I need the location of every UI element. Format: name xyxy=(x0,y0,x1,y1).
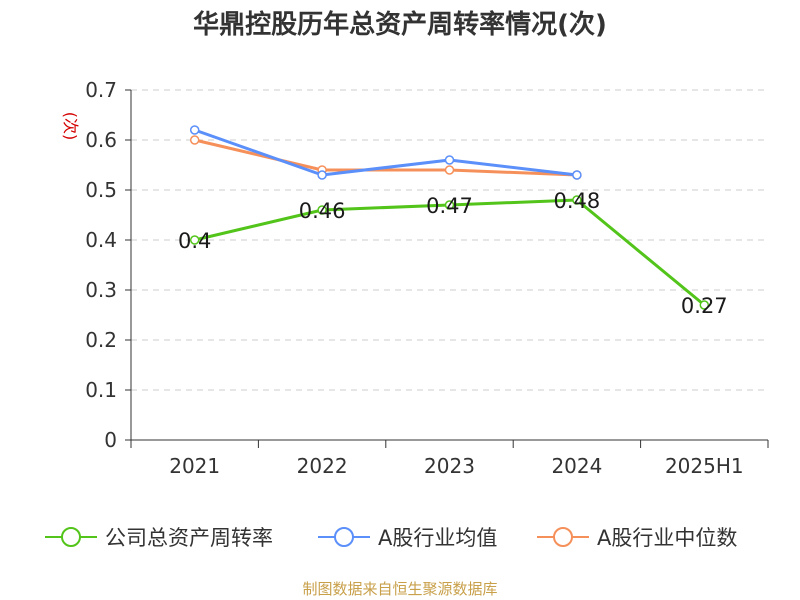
data-point xyxy=(699,300,710,310)
legend-marker xyxy=(61,527,81,547)
y-tick-label: 0 xyxy=(104,428,117,452)
source-note: 制图数据来自恒生聚源数据库 xyxy=(302,580,498,598)
data-label: 0.47 xyxy=(426,194,473,218)
y-tick-label: 0.7 xyxy=(85,78,117,102)
y-tick-label: 0.5 xyxy=(85,178,117,202)
data-point xyxy=(189,235,200,245)
y-tick-label: 0.2 xyxy=(85,328,117,352)
legend-marker xyxy=(334,527,354,547)
data-point xyxy=(317,170,327,180)
x-tick-label: 2023 xyxy=(424,454,475,478)
series-line xyxy=(194,128,578,177)
y-tick-label: 0.6 xyxy=(85,128,117,152)
chart-title: 华鼎控股历年总资产周转率情况(次) xyxy=(193,10,607,40)
data-label: 0.46 xyxy=(299,199,346,223)
y-tick-label: 0.1 xyxy=(85,378,117,402)
data-point xyxy=(189,125,200,135)
legend-label: 公司总资产周转率 xyxy=(105,526,273,550)
data-label: 0.48 xyxy=(554,189,601,213)
data-label: 0.4 xyxy=(178,229,211,253)
data-point xyxy=(444,155,455,165)
data-point xyxy=(189,135,200,145)
legend-label: A股行业均值 xyxy=(378,526,497,550)
data-point xyxy=(572,170,582,180)
y-tick-label: 0.3 xyxy=(85,278,117,302)
legend-marker xyxy=(553,527,573,547)
x-tick-label: 2025H1 xyxy=(665,454,744,478)
x-tick-label: 2022 xyxy=(297,454,348,478)
series-line xyxy=(194,138,577,177)
x-tick-label: 2021 xyxy=(169,454,220,478)
x-tick-label: 2024 xyxy=(551,454,602,478)
data-point xyxy=(572,195,582,205)
y-axis-label: (次) xyxy=(61,112,80,141)
data-point xyxy=(317,205,327,215)
data-point xyxy=(444,200,455,210)
data-label: 0.27 xyxy=(681,294,728,318)
legend-label: A股行业中位数 xyxy=(597,526,737,550)
data-point xyxy=(444,165,455,175)
y-tick-label: 0.4 xyxy=(85,228,117,252)
